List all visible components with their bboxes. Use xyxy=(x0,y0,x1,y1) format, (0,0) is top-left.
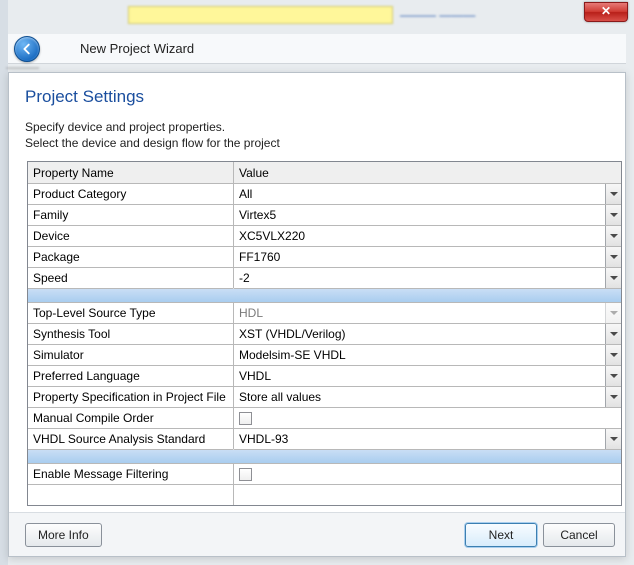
chevron-down-icon[interactable] xyxy=(605,268,621,288)
label-synth-tool: Synthesis Tool xyxy=(28,323,234,344)
label-manual-compile: Manual Compile Order xyxy=(28,407,234,428)
value-speed[interactable]: -2 xyxy=(234,267,621,288)
section-description: Specify device and project properties. S… xyxy=(25,119,609,151)
value-vhdl-std[interactable]: VHDL-93 xyxy=(234,428,621,449)
value-pref-lang[interactable]: VHDL xyxy=(234,365,621,386)
arrow-left-icon xyxy=(20,42,34,56)
value-text: VHDL-93 xyxy=(239,432,288,446)
titlebar: ✕ xyxy=(0,0,634,28)
grid-header-row: Property Name Value xyxy=(28,162,621,183)
value-text: FF1760 xyxy=(239,250,280,264)
checkbox-msg-filter[interactable] xyxy=(239,468,252,481)
wizard-title: New Project Wizard xyxy=(80,41,194,56)
value-simulator[interactable]: Modelsim-SE VHDL xyxy=(234,344,621,365)
label-family: Family xyxy=(28,204,234,225)
row-top-level-source-type: Top-Level Source Type HDL xyxy=(28,302,621,323)
more-info-button[interactable]: More Info xyxy=(25,523,102,547)
label-pref-lang: Preferred Language xyxy=(28,365,234,386)
value-text: Modelsim-SE VHDL xyxy=(239,348,346,362)
chevron-down-icon[interactable] xyxy=(605,226,621,246)
desc-line-1: Specify device and project properties. xyxy=(25,120,225,134)
properties-grid: Property Name Value Product Category All… xyxy=(27,161,622,506)
value-text: Store all values xyxy=(239,390,321,404)
close-button[interactable]: ✕ xyxy=(584,2,628,22)
chevron-down-icon[interactable] xyxy=(605,205,621,225)
section-title: Project Settings xyxy=(25,87,609,107)
back-button[interactable] xyxy=(14,36,40,62)
row-trailing-empty xyxy=(28,484,621,505)
row-package: Package FF1760 xyxy=(28,246,621,267)
value-text: VHDL xyxy=(239,369,271,383)
col-header-name: Property Name xyxy=(28,162,234,183)
row-vhdl-standard: VHDL Source Analysis Standard VHDL-93 xyxy=(28,428,621,449)
chevron-down-icon[interactable] xyxy=(605,247,621,267)
col-header-value: Value xyxy=(234,162,621,183)
value-text: Virtex5 xyxy=(239,208,276,222)
value-text: XST (VHDL/Verilog) xyxy=(239,327,345,341)
row-product-category: Product Category All xyxy=(28,183,621,204)
grid-separator xyxy=(28,288,621,302)
wizard-header: New Project Wizard xyxy=(8,34,626,64)
value-manual-compile[interactable] xyxy=(234,407,621,428)
label-product-category: Product Category xyxy=(28,183,234,204)
label-top-level: Top-Level Source Type xyxy=(28,302,234,323)
row-enable-message-filtering: Enable Message Filtering xyxy=(28,463,621,484)
wizard-panel: Project Settings Specify device and proj… xyxy=(8,72,626,557)
value-product-category[interactable]: All xyxy=(234,183,621,204)
label-vhdl-std: VHDL Source Analysis Standard xyxy=(28,428,234,449)
label-speed: Speed xyxy=(28,267,234,288)
chevron-down-icon[interactable] xyxy=(605,429,621,449)
value-text: All xyxy=(239,187,252,201)
empty-cell xyxy=(234,484,621,505)
value-text: XC5VLX220 xyxy=(239,229,305,243)
chevron-down-icon xyxy=(605,303,621,323)
row-manual-compile-order: Manual Compile Order xyxy=(28,407,621,428)
value-msg-filter[interactable] xyxy=(234,463,621,484)
empty-cell xyxy=(28,484,234,505)
value-family[interactable]: Virtex5 xyxy=(234,204,621,225)
grid-separator xyxy=(28,449,621,463)
value-text: HDL xyxy=(239,306,263,320)
checkbox-manual-compile[interactable] xyxy=(239,412,252,425)
chevron-down-icon[interactable] xyxy=(605,387,621,407)
row-simulator: Simulator Modelsim-SE VHDL xyxy=(28,344,621,365)
label-msg-filter: Enable Message Filtering xyxy=(28,463,234,484)
row-device: Device XC5VLX220 xyxy=(28,225,621,246)
row-speed: Speed -2 xyxy=(28,267,621,288)
row-family: Family Virtex5 xyxy=(28,204,621,225)
value-synth-tool[interactable]: XST (VHDL/Verilog) xyxy=(234,323,621,344)
next-button[interactable]: Next xyxy=(465,523,537,547)
value-top-level: HDL xyxy=(234,302,621,323)
label-package: Package xyxy=(28,246,234,267)
value-device[interactable]: XC5VLX220 xyxy=(234,225,621,246)
chevron-down-icon[interactable] xyxy=(605,366,621,386)
row-synthesis-tool: Synthesis Tool XST (VHDL/Verilog) xyxy=(28,323,621,344)
value-prop-spec[interactable]: Store all values xyxy=(234,386,621,407)
chevron-down-icon[interactable] xyxy=(605,184,621,204)
row-preferred-language: Preferred Language VHDL xyxy=(28,365,621,386)
chevron-down-icon[interactable] xyxy=(605,324,621,344)
row-property-specification: Property Specification in Project File S… xyxy=(28,386,621,407)
value-text: -2 xyxy=(239,271,250,285)
wizard-footer: More Info Next Cancel xyxy=(9,512,625,556)
label-device: Device xyxy=(28,225,234,246)
value-package[interactable]: FF1760 xyxy=(234,246,621,267)
chevron-down-icon[interactable] xyxy=(605,345,621,365)
label-prop-spec: Property Specification in Project File xyxy=(28,386,234,407)
cancel-button[interactable]: Cancel xyxy=(543,523,615,547)
label-simulator: Simulator xyxy=(28,344,234,365)
blurred-left-strip xyxy=(0,0,8,565)
desc-line-2: Select the device and design flow for th… xyxy=(25,136,280,150)
